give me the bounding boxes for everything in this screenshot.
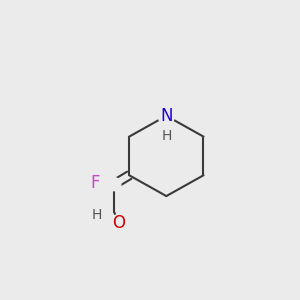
Circle shape bbox=[158, 107, 175, 124]
Circle shape bbox=[108, 178, 121, 191]
Text: H: H bbox=[91, 208, 102, 222]
Text: N: N bbox=[160, 107, 172, 125]
Text: F: F bbox=[90, 174, 100, 192]
Text: H: H bbox=[161, 129, 172, 143]
Circle shape bbox=[110, 214, 127, 231]
Text: O: O bbox=[112, 214, 125, 232]
